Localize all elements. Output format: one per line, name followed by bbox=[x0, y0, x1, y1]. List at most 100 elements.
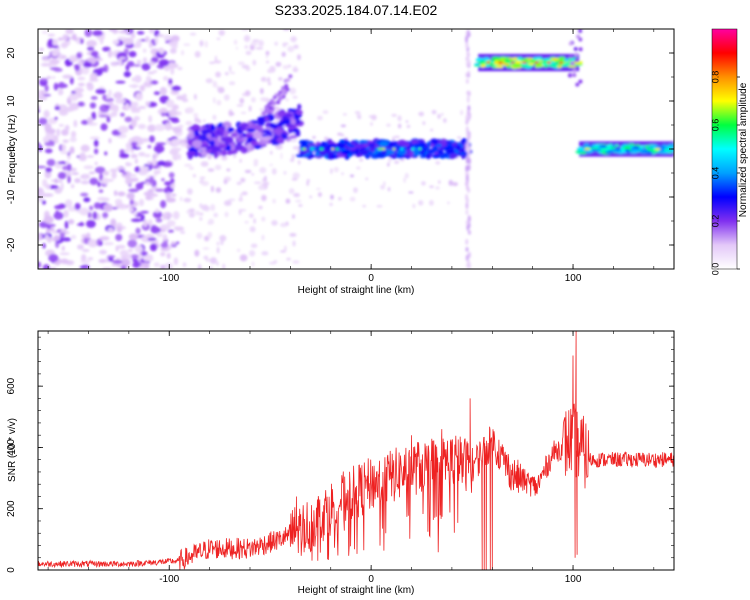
band-zero-blob bbox=[437, 143, 442, 148]
noise-blob bbox=[253, 181, 262, 184]
noise-blob bbox=[292, 95, 298, 99]
noise-blob bbox=[393, 135, 400, 139]
noise-blob bbox=[293, 66, 298, 70]
noise-blob bbox=[230, 71, 236, 75]
band-zero-blob bbox=[336, 142, 345, 149]
noise-blob bbox=[405, 120, 409, 123]
noise-blob bbox=[404, 172, 409, 179]
band-rising-blob bbox=[260, 139, 269, 145]
noise-blob bbox=[229, 112, 235, 116]
noise-blob bbox=[136, 59, 142, 65]
noise-blob bbox=[281, 51, 286, 57]
y-tick-label: 200 bbox=[6, 500, 17, 517]
noise-blob bbox=[117, 36, 126, 40]
noise-blob bbox=[441, 113, 444, 116]
y-tick-label: 0 bbox=[6, 567, 17, 573]
noise-blob bbox=[213, 60, 222, 64]
spectrogram-marks bbox=[38, 29, 674, 269]
noise-blob bbox=[163, 187, 169, 194]
noise-blob bbox=[223, 94, 230, 101]
band-rising-blob bbox=[276, 100, 281, 105]
band-high-blob bbox=[495, 65, 501, 68]
band-low-blob bbox=[667, 146, 672, 151]
band-high-hotspot bbox=[546, 61, 551, 64]
vertical-line-blob bbox=[465, 197, 469, 204]
noise-blob bbox=[62, 34, 69, 42]
noise-blob bbox=[251, 173, 254, 176]
noise-blob bbox=[408, 191, 414, 194]
noise-blob bbox=[74, 202, 81, 211]
noise-blob bbox=[125, 176, 133, 185]
noise-blob bbox=[142, 256, 154, 262]
noise-blob bbox=[208, 218, 215, 225]
noise-blob bbox=[98, 189, 104, 193]
band-low-blob bbox=[639, 150, 648, 154]
band-high-blob bbox=[511, 63, 522, 68]
band-high-blob bbox=[573, 47, 578, 52]
band-rising-blob bbox=[240, 146, 248, 154]
band-rising-blob bbox=[198, 147, 207, 151]
noise-blob bbox=[199, 176, 206, 179]
noise-blob bbox=[293, 193, 301, 198]
noise-blob bbox=[380, 184, 386, 190]
band-rising-blob bbox=[187, 132, 196, 140]
noise-blob bbox=[59, 151, 70, 155]
noise-blob bbox=[54, 106, 61, 111]
noise-blob bbox=[141, 63, 151, 71]
band-high-blob bbox=[569, 61, 574, 66]
noise-blob bbox=[392, 136, 395, 142]
noise-blob bbox=[100, 123, 108, 131]
noise-blob bbox=[371, 114, 377, 121]
noise-blob bbox=[157, 160, 166, 166]
band-high-blob bbox=[482, 57, 491, 62]
noise-blob bbox=[160, 242, 169, 249]
noise-blob bbox=[122, 37, 134, 45]
noise-blob bbox=[44, 148, 53, 154]
vertical-line-blob bbox=[465, 247, 469, 252]
band-rising-blob bbox=[186, 151, 197, 156]
noise-blob bbox=[43, 110, 50, 118]
noise-blob bbox=[132, 261, 142, 268]
noise-blob bbox=[202, 247, 210, 250]
band-high-blob bbox=[567, 73, 572, 78]
noise-blob bbox=[60, 42, 68, 49]
noise-blob bbox=[128, 84, 140, 88]
band-rising-blob bbox=[227, 127, 234, 132]
band-rising-blob bbox=[285, 113, 293, 118]
noise-blob bbox=[128, 188, 139, 193]
band-high-blob bbox=[575, 82, 580, 87]
band-zero-blob bbox=[346, 141, 351, 147]
noise-blob bbox=[176, 95, 185, 101]
noise-blob bbox=[170, 147, 182, 152]
noise-blob bbox=[280, 222, 288, 228]
band-high-blob bbox=[558, 56, 566, 61]
noise-blob bbox=[261, 234, 265, 241]
noise-blob bbox=[330, 168, 333, 175]
band-rising-blob bbox=[252, 124, 262, 131]
noise-blob bbox=[138, 152, 146, 157]
x-tick-label: 0 bbox=[368, 273, 374, 284]
band-high-blob bbox=[578, 47, 583, 52]
noise-blob bbox=[135, 92, 143, 101]
noise-blob bbox=[92, 211, 98, 220]
noise-blob bbox=[155, 188, 165, 192]
noise-blob bbox=[169, 61, 175, 69]
noise-blob bbox=[107, 255, 116, 259]
noise-blob bbox=[86, 155, 95, 158]
band-rising-blob bbox=[208, 140, 214, 145]
noise-blob bbox=[44, 170, 52, 179]
band-rising-blob bbox=[276, 122, 285, 127]
noise-blob bbox=[68, 219, 75, 225]
noise-blob bbox=[127, 61, 135, 67]
noise-blob bbox=[282, 43, 287, 48]
band-rising-blob bbox=[236, 142, 241, 147]
noise-blob bbox=[249, 226, 256, 233]
noise-blob bbox=[38, 261, 42, 269]
vertical-line-blob bbox=[466, 51, 470, 57]
band-high-hotspot bbox=[486, 61, 491, 64]
band-zero-blob bbox=[381, 149, 387, 155]
noise-blob bbox=[98, 114, 109, 118]
noise-blob bbox=[147, 124, 156, 132]
noise-blob bbox=[239, 97, 245, 104]
noise-blob bbox=[42, 264, 50, 269]
